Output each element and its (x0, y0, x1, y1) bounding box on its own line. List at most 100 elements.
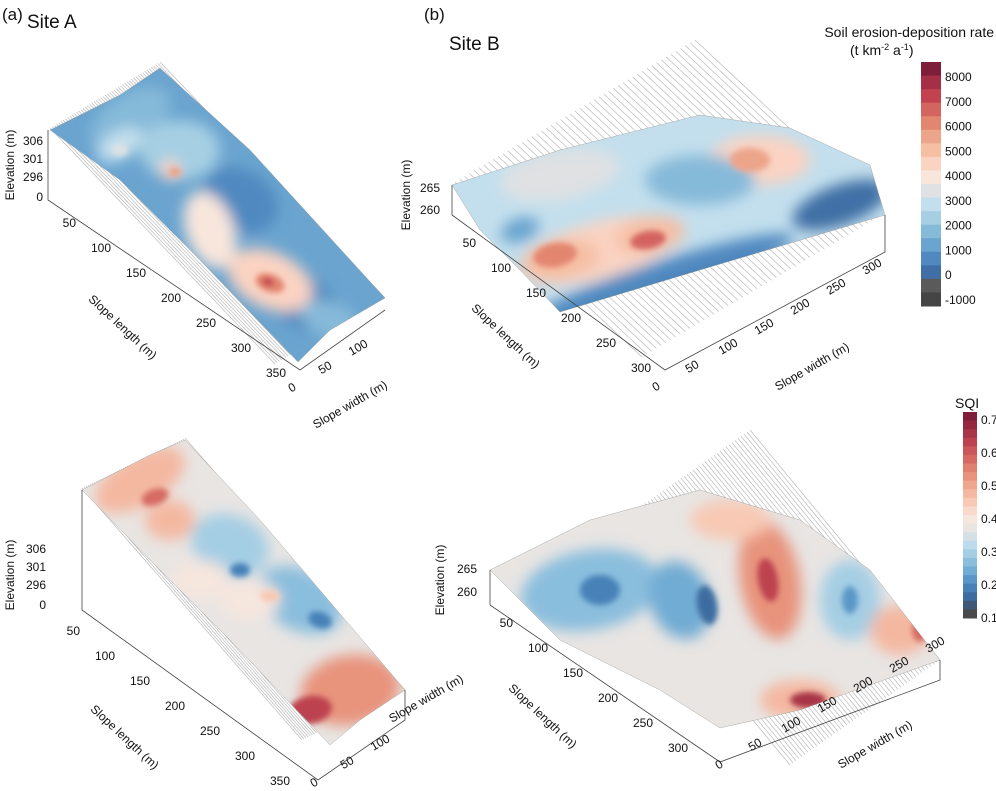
contour-region (191, 513, 269, 577)
colorbar-band (921, 143, 941, 158)
x-tick-label: 150 (130, 674, 150, 688)
colorbar-band (921, 62, 941, 77)
contour-peak (533, 242, 577, 268)
sqi-colorbar-title: SQI (955, 395, 979, 411)
colorbar-tick-label: 7000 (945, 95, 972, 109)
colorbar-band (963, 609, 977, 619)
z-tick-label: 296 (23, 170, 43, 184)
axis-line (451, 185, 886, 371)
y-tick-label: 0 (713, 757, 726, 773)
colorbar-tick-label: 3000 (945, 194, 972, 208)
z-tick-label: 301 (26, 560, 46, 574)
y-axis-label: Slope width (m) (772, 340, 851, 394)
z-tick-label: 260 (457, 585, 477, 599)
y-tick-label: 200 (788, 295, 813, 317)
x-tick-label: 350 (266, 366, 286, 380)
colorbar-band (963, 463, 977, 473)
y-tick-label: 50 (746, 735, 765, 754)
y-tick-label: 100 (368, 731, 393, 753)
axis-line (489, 570, 941, 763)
colorbar-band (921, 211, 941, 226)
x-axis-label: Slope length (m) (506, 681, 580, 751)
contour-peak (141, 488, 169, 506)
colorbar-tick-label: 6000 (945, 120, 972, 134)
contour-region (220, 580, 280, 620)
contour-region (94, 446, 186, 514)
y-tick-label: 0 (650, 379, 663, 395)
y-axis-label: Slope width (m) (310, 378, 389, 432)
contour-region (140, 120, 220, 180)
x-tick-label: 300 (668, 741, 688, 755)
erosion-colorbar-title: Soil erosion-deposition rate (824, 24, 994, 40)
colorbar-band (921, 197, 941, 212)
colorbar-band (963, 592, 977, 602)
x-axis-label: Slope length (m) (88, 702, 162, 772)
x-tick-label: 150 (526, 286, 546, 300)
contour-peak (308, 611, 332, 629)
contour-peak (260, 590, 280, 602)
colorbar-band (921, 170, 941, 185)
x-tick-label: 150 (126, 266, 146, 280)
panel-label-b: (b) (424, 5, 445, 24)
y-tick-label: 50 (683, 357, 702, 376)
x-tick-label: 50 (63, 216, 77, 230)
colorbar-band (963, 532, 977, 542)
colorbar-tick-label: -1000 (945, 293, 976, 307)
contour-peak (169, 167, 181, 177)
z-axis-label: Elevation (m) (3, 540, 17, 611)
contour-region (170, 560, 230, 600)
colorbar-band (921, 89, 941, 104)
z-tick-label: 296 (26, 578, 46, 592)
colorbar-band (963, 489, 977, 499)
colorbar-band (921, 292, 941, 307)
colorbar-band (963, 497, 977, 507)
y-tick-label: 50 (338, 753, 357, 772)
x-tick-label: 200 (598, 691, 618, 705)
x-tick-label: 200 (161, 291, 181, 305)
colorbar-band (963, 600, 977, 610)
colorbar-band (921, 238, 941, 253)
z-tick-label: 265 (420, 181, 440, 195)
colorbar-band (963, 540, 977, 550)
colorbar-tick-label: 8000 (945, 70, 972, 84)
x-tick-label: 50 (67, 624, 81, 638)
colorbar-band (963, 523, 977, 533)
contour-region (183, 191, 237, 269)
x-tick-label: 300 (631, 361, 651, 375)
surface-site-a-erosion (49, 61, 386, 365)
colorbar-band (963, 429, 977, 439)
colorbar-band (921, 75, 941, 90)
colorbar-tick-label: 5000 (945, 144, 972, 158)
y-tick-label: 0 (286, 380, 299, 396)
colorbar-band (921, 251, 941, 266)
x-tick-label: 100 (491, 261, 511, 275)
colorbar-band (963, 446, 977, 456)
colorbar-band (963, 557, 977, 567)
contour-peak (696, 585, 718, 625)
contour-region (870, 605, 930, 655)
x-tick-label: 100 (528, 641, 548, 655)
x-tick-label: 50 (500, 616, 514, 630)
colorbar-band (963, 412, 977, 422)
colorbar-band (921, 156, 941, 171)
surface-site-b-erosion (451, 39, 886, 358)
x-tick-label: 300 (235, 749, 255, 763)
colorbar-band (963, 437, 977, 447)
y-tick-label: 50 (316, 358, 335, 377)
y-tick-label: 100 (716, 335, 741, 357)
y-axis-label: Slope width (m) (835, 718, 914, 772)
x-tick-label: 200 (165, 699, 185, 713)
x-tick-label: 200 (561, 311, 581, 325)
site-a-title: Site A (27, 12, 77, 33)
axis-line (47, 130, 386, 371)
colorbar-tick-label: 0 (945, 268, 952, 282)
z-tick-label: 265 (457, 562, 477, 576)
colorbar-band (921, 184, 941, 199)
colorbar-tick-label: 2000 (945, 219, 972, 233)
colorbar-band (963, 454, 977, 464)
contour-peak (262, 277, 274, 287)
y-tick-label: 150 (752, 315, 777, 337)
panel-label-a: (a) (2, 5, 23, 24)
x-tick-label: 150 (563, 666, 583, 680)
